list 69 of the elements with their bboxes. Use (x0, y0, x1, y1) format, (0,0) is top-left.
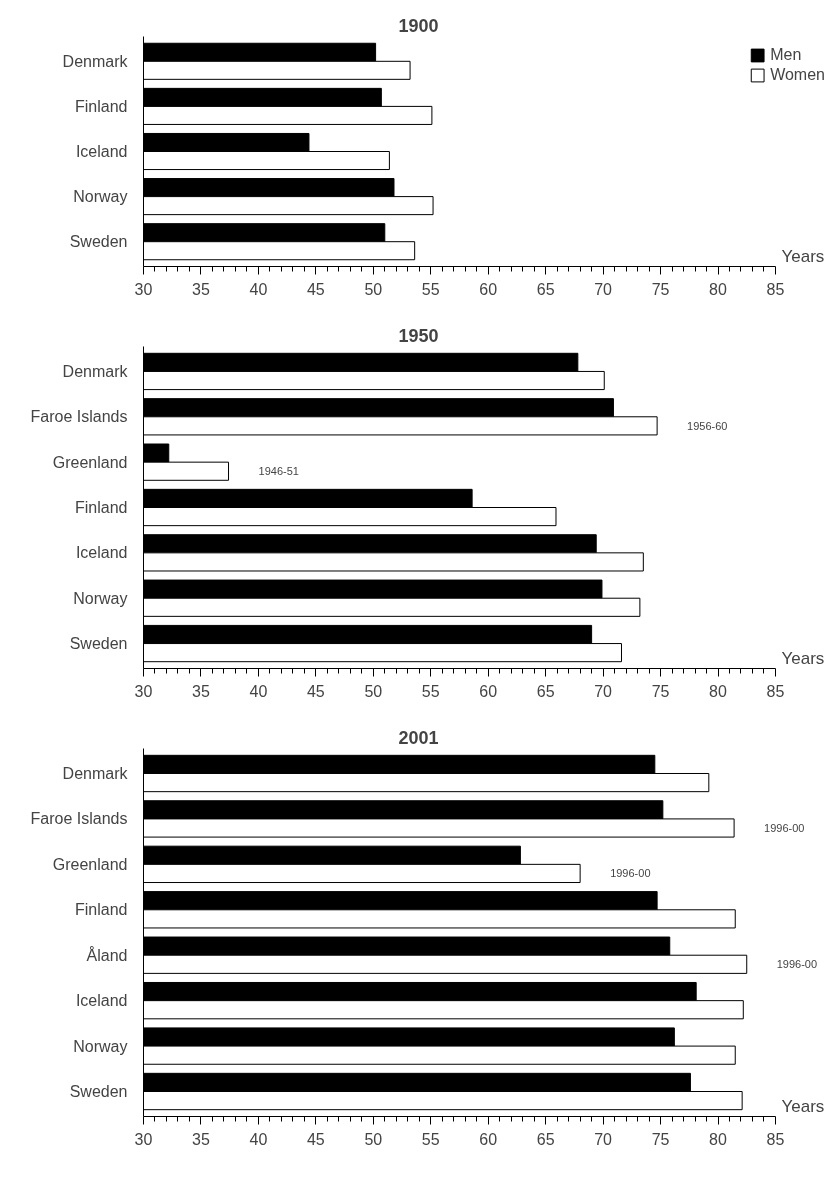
x-tick-label: 55 (421, 280, 440, 298)
y-tick-label: Faroe Islands (30, 810, 128, 828)
y-tick-label: Iceland (75, 992, 128, 1010)
x-tick-label: 30 (134, 280, 153, 298)
y-tick-label: Greenland (52, 855, 128, 873)
annotation: 1996-00 (610, 867, 651, 880)
x-tick-label: 35 (192, 1130, 210, 1148)
x-tick-label: 65 (536, 682, 555, 700)
x-tick-label: 60 (479, 682, 498, 700)
x-tick-label: 50 (364, 682, 383, 700)
annotation: 1956-60 (687, 419, 728, 432)
y-tick-label: Denmark (62, 52, 129, 70)
x-axis-title: Years (781, 246, 825, 266)
x-tick-label: 85 (766, 1130, 785, 1148)
legend-label: Women (770, 66, 825, 84)
x-tick-label: 55 (421, 1130, 440, 1148)
x-tick-label: 40 (249, 682, 268, 700)
chart-title: 1900 (398, 15, 439, 36)
chart-title: 1950 (398, 325, 439, 346)
x-tick-label: 70 (594, 1130, 613, 1148)
x-tick-label: 55 (421, 682, 440, 700)
chart-title: 2001 (398, 727, 439, 748)
y-tick-label: Finland (75, 97, 128, 115)
y-tick-label: Sweden (69, 233, 128, 251)
x-tick-label: 60 (479, 280, 498, 298)
x-axis-title: Years (781, 1096, 825, 1116)
y-tick-label: Denmark (62, 362, 129, 380)
x-tick-label: 50 (364, 1130, 383, 1148)
x-tick-label: 75 (651, 280, 670, 298)
x-tick-label: 65 (536, 280, 555, 298)
x-tick-label: 30 (134, 1130, 153, 1148)
x-tick-label: 65 (536, 1130, 555, 1148)
y-tick-label: Finland (75, 499, 128, 516)
x-tick-label: 40 (249, 280, 268, 298)
x-tick-label: 35 (192, 280, 210, 298)
y-tick-label: Norway (73, 589, 128, 607)
x-tick-label: 85 (766, 280, 785, 298)
x-tick-label: 75 (651, 1130, 670, 1148)
y-tick-label: Åland (86, 945, 128, 964)
y-tick-label: Denmark (62, 764, 129, 782)
y-tick-label: Iceland (75, 544, 128, 562)
x-tick-label: 45 (306, 682, 325, 700)
x-tick-label: 40 (249, 1130, 268, 1148)
annotation: 1996-00 (776, 958, 818, 971)
y-tick-label: Sweden (69, 1083, 128, 1101)
annotation: 1996-00 (764, 822, 805, 835)
x-axis-title: Years (781, 648, 825, 668)
y-tick-label: Faroe Islands (30, 408, 128, 426)
legend-label: Men (770, 46, 802, 64)
y-tick-label: Norway (73, 188, 128, 206)
y-tick-label: Norway (73, 1037, 128, 1055)
x-tick-label: 30 (134, 682, 153, 700)
x-tick-label: 75 (651, 682, 670, 700)
x-tick-label: 70 (594, 682, 613, 700)
x-tick-label: 70 (594, 280, 613, 298)
y-tick-label: Sweden (69, 635, 128, 653)
x-tick-label: 80 (709, 682, 728, 700)
x-tick-label: 80 (709, 1130, 728, 1148)
x-tick-label: 60 (479, 1130, 498, 1148)
y-tick-label: Greenland (52, 453, 128, 471)
x-tick-label: 80 (709, 280, 728, 298)
annotation: 1946-51 (258, 465, 299, 478)
x-tick-label: 45 (306, 280, 325, 298)
x-tick-label: 50 (364, 280, 383, 298)
x-tick-label: 35 (192, 682, 210, 700)
y-tick-label: Iceland (75, 143, 128, 160)
x-tick-label: 85 (766, 682, 785, 700)
y-tick-label: Finland (75, 901, 128, 919)
x-tick-label: 45 (306, 1130, 325, 1148)
